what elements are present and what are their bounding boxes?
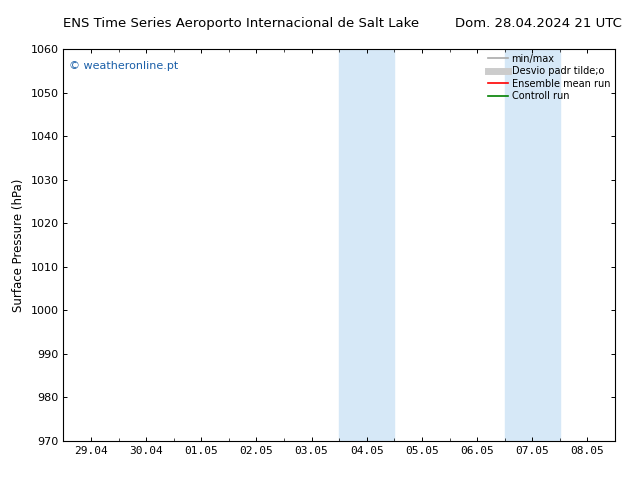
Text: ENS Time Series Aeroporto Internacional de Salt Lake: ENS Time Series Aeroporto Internacional … [63, 17, 419, 30]
Bar [339, 49, 394, 441]
Legend: min/max, Desvio padr tilde;o, Ensemble mean run, Controll run: min/max, Desvio padr tilde;o, Ensemble m… [486, 51, 613, 104]
Text: Dom. 28.04.2024 21 UTC: Dom. 28.04.2024 21 UTC [455, 17, 623, 30]
Bar [505, 49, 560, 441]
Text: © weatheronline.pt: © weatheronline.pt [69, 61, 178, 71]
Y-axis label: Surface Pressure (hPa): Surface Pressure (hPa) [12, 178, 25, 312]
